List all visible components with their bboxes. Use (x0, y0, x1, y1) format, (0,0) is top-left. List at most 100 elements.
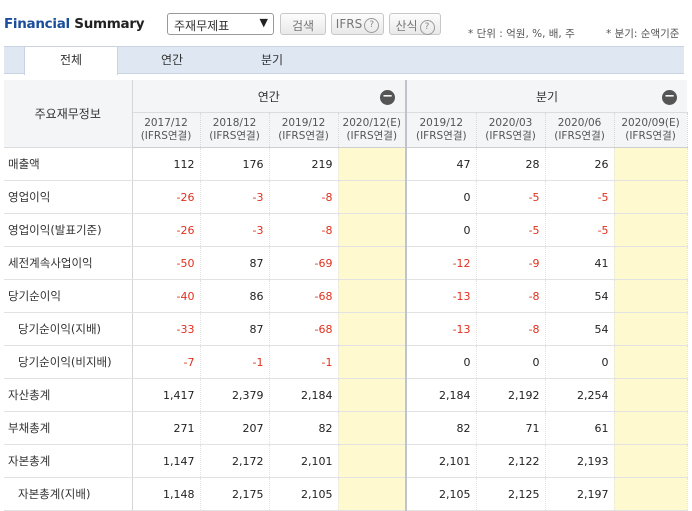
ifrs-button-label: IFRS (335, 17, 363, 31)
period-label: 2020/06 (557, 117, 602, 129)
basis-label: (IFRS연결) (346, 130, 398, 142)
formula-button-label: 산식 (395, 19, 418, 33)
period-label: 2017/12 (144, 117, 188, 129)
table-cell: 0 (476, 345, 546, 379)
table-cell: 61 (545, 411, 615, 445)
table-cell: 2,101 (405, 444, 477, 478)
table-cell (614, 213, 688, 247)
table-cell: 2,105 (405, 477, 477, 511)
table-cell: 0 (405, 180, 477, 214)
table-cell: -12 (405, 246, 477, 280)
tab-quarter[interactable]: 분기 (260, 53, 284, 67)
table-cell: 1,147 (132, 444, 201, 478)
page-title: Financial Summary (4, 16, 145, 32)
table-cell: 86 (200, 279, 270, 313)
row-label[interactable]: 매출액 (4, 147, 133, 181)
table-cell: -68 (269, 312, 339, 346)
table-cell (338, 345, 407, 379)
table-cell (338, 246, 407, 280)
financial-summary-table: 주요재무정보 연간 − 분기 − 2017/12 (IFRS연결) 2018/12 (IF… (4, 80, 688, 511)
table-cell (614, 279, 688, 313)
table-row: 영업이익(발표기준) -26 -3 -8 0 -5 -5 (4, 213, 688, 247)
tab-all[interactable]: 전체 (24, 47, 118, 75)
search-button[interactable]: 검색 (280, 13, 326, 35)
collapse-quarter-icon[interactable]: − (662, 90, 678, 105)
row-label[interactable]: 자본총계 (4, 444, 133, 478)
table-cell: 2,184 (405, 378, 477, 412)
period-label: 2020/03 (488, 117, 533, 129)
table-cell: -5 (476, 180, 546, 214)
table-cell: -7 (132, 345, 201, 379)
table-cell: -68 (269, 279, 339, 313)
table-cell: 54 (545, 312, 615, 346)
statement-type-select[interactable]: 주재무제표 ▼ (167, 13, 274, 35)
period-header: 2019/12 (IFRS연결) (405, 112, 477, 148)
table-cell (614, 477, 688, 511)
table-row: 매출액 112 176 219 47 28 26 (4, 147, 688, 181)
table-cell: -26 (132, 213, 201, 247)
table-cell (338, 279, 407, 313)
period-label: 2019/12 (281, 117, 326, 129)
row-label[interactable]: 당기순이익 (4, 279, 133, 313)
table-cell: 2,193 (545, 444, 615, 478)
table-row: 부채총계 271 207 82 82 71 61 (4, 411, 688, 445)
table-cell (614, 147, 688, 181)
row-label[interactable]: 영업이익(발표기준) (4, 213, 133, 247)
unit-note: * 단위 : 억원, %, 배, 주 (468, 28, 575, 40)
table-cell: 2,184 (269, 378, 339, 412)
table-cell: -8 (269, 180, 339, 214)
table-cell: 41 (545, 246, 615, 280)
search-button-label: 검색 (291, 19, 315, 33)
title-suffix: Summary (74, 16, 145, 32)
chevron-down-icon: ▼ (259, 16, 268, 29)
table-cell: 28 (476, 147, 546, 181)
table-row: 영업이익 -26 -3 -8 0 -5 -5 (4, 180, 688, 214)
table-cell (614, 444, 688, 478)
table-cell (614, 180, 688, 214)
question-icon: ? (364, 18, 380, 33)
row-label[interactable]: 자본총계(지배) (4, 477, 133, 511)
basis-label: (IFRS연결) (485, 130, 536, 142)
row-label[interactable]: 부채총계 (4, 411, 133, 445)
table-row: 당기순이익(비지배) -7 -1 -1 0 0 0 (4, 345, 688, 379)
table-cell: -13 (405, 312, 477, 346)
table-cell: 2,192 (476, 378, 546, 412)
table-cell: 87 (200, 312, 270, 346)
tab-annual[interactable]: 연간 (160, 53, 184, 67)
quarter-header-label: 분기 (536, 89, 559, 104)
table-row: 세전계속사업이익 -50 87 -69 -12 -9 41 (4, 246, 688, 280)
table-cell: 1,417 (132, 378, 201, 412)
table-cell: 2,122 (476, 444, 546, 478)
row-label[interactable]: 영업이익 (4, 180, 133, 214)
table-cell: -3 (200, 213, 270, 247)
table-row: 자본총계 1,147 2,172 2,101 2,101 2,122 2,193 (4, 444, 688, 478)
period-header: 2020/06 (IFRS연결) (545, 112, 615, 148)
table-cell (338, 147, 407, 181)
table-row: 자산총계 1,417 2,379 2,184 2,184 2,192 2,254 (4, 378, 688, 412)
table-cell: 54 (545, 279, 615, 313)
table-cell: 2,254 (545, 378, 615, 412)
table-cell: 87 (200, 246, 270, 280)
row-label[interactable]: 세전계속사업이익 (4, 246, 133, 280)
period-header: 2018/12 (IFRS연결) (200, 112, 270, 148)
table-cell: -69 (269, 246, 339, 280)
table-row: 자본총계(지배) 1,148 2,175 2,105 2,105 2,125 2,197 (4, 477, 688, 511)
row-label[interactable]: 당기순이익(비지배) (4, 345, 133, 379)
table-cell: 0 (405, 345, 477, 379)
formula-help-button[interactable]: 산식? (389, 13, 441, 35)
table-row: 당기순이익(지배) -33 87 -68 -13 -8 54 (4, 312, 688, 346)
table-cell: 112 (132, 147, 201, 181)
table-cell (338, 411, 407, 445)
table-cell: -50 (132, 246, 201, 280)
period-label: 2018/12 (212, 117, 257, 129)
table-cell: 2,125 (476, 477, 546, 511)
table-cell (338, 180, 407, 214)
annual-header-label: 연간 (257, 89, 280, 104)
table-cell: -5 (476, 213, 546, 247)
row-label[interactable]: 당기순이익(지배) (4, 312, 133, 346)
collapse-annual-icon[interactable]: − (380, 90, 396, 105)
select-value: 주재무제표 (174, 19, 230, 33)
ifrs-help-button[interactable]: IFRS? (331, 13, 384, 35)
table-cell (614, 411, 688, 445)
row-label[interactable]: 자산총계 (4, 378, 133, 412)
